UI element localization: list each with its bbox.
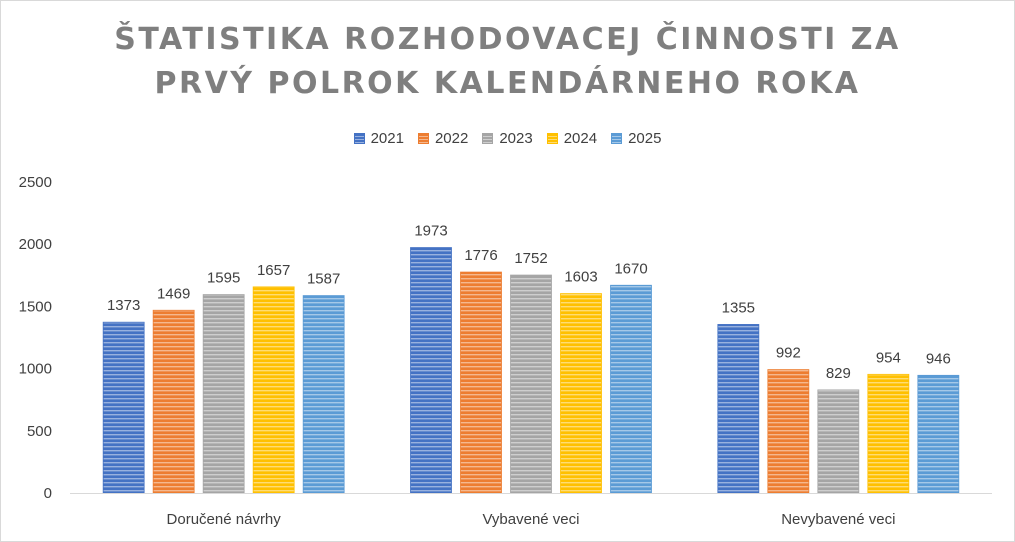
data-label: 954 bbox=[876, 349, 901, 366]
data-label: 829 bbox=[826, 365, 851, 382]
bar-2021 bbox=[717, 324, 760, 494]
chart-legend: 2021 2022 2023 2024 2025 bbox=[0, 130, 1015, 147]
data-label: 1587 bbox=[307, 271, 340, 288]
chart-title: ŠTATISTIKA ROZHODOVACEJ ČINNOSTI ZA PRVÝ… bbox=[0, 18, 1015, 106]
y-tick-label: 2000 bbox=[19, 236, 52, 253]
legend-swatch bbox=[611, 133, 623, 144]
legend-swatch bbox=[353, 133, 365, 144]
legend-item-2025: 2025 bbox=[611, 130, 661, 147]
data-label: 1603 bbox=[564, 269, 597, 286]
data-label: 1670 bbox=[614, 260, 647, 277]
legend-item-2023: 2023 bbox=[482, 130, 533, 147]
data-label: 1752 bbox=[514, 250, 547, 267]
chart-title-line-1: ŠTATISTIKA ROZHODOVACEJ ČINNOSTI ZA bbox=[114, 22, 901, 57]
bar-2021 bbox=[102, 321, 145, 494]
bar-2024 bbox=[252, 286, 295, 494]
y-tick-label: 0 bbox=[44, 485, 52, 502]
legend-swatch bbox=[417, 133, 429, 144]
y-axis: 0 500 1000 1500 2000 2500 bbox=[19, 174, 52, 502]
y-tick-label: 500 bbox=[27, 423, 52, 440]
bar-2023 bbox=[202, 294, 245, 494]
bar-2022 bbox=[767, 369, 810, 494]
bar-2022 bbox=[152, 309, 195, 494]
data-label: 1595 bbox=[207, 270, 240, 287]
data-label: 1657 bbox=[257, 262, 290, 279]
data-label: 992 bbox=[776, 345, 801, 362]
bar-2023 bbox=[510, 274, 552, 494]
bar-2025 bbox=[917, 374, 960, 494]
bar-2023 bbox=[817, 389, 860, 494]
legend-label: 2021 bbox=[370, 130, 404, 147]
legend-item-2022: 2022 bbox=[417, 130, 469, 147]
x-axis: Doručené návrhy Vybavené veci Nevybavené v… bbox=[70, 493, 992, 528]
bar-2022 bbox=[460, 271, 502, 494]
legend-label: 2022 bbox=[434, 130, 469, 147]
chart-title-line-2: PRVÝ POLROK KALENDÁRNEHO ROKA bbox=[154, 66, 861, 101]
legend-item-2021: 2021 bbox=[353, 130, 404, 147]
bar-2024 bbox=[867, 373, 910, 494]
data-label: 1776 bbox=[464, 247, 497, 264]
legend-item-2024: 2024 bbox=[546, 130, 598, 147]
legend-swatch bbox=[482, 133, 494, 144]
data-label: 1469 bbox=[157, 285, 190, 302]
y-tick-label: 1500 bbox=[19, 298, 52, 315]
legend-label: 2025 bbox=[628, 130, 662, 147]
bar-2021 bbox=[410, 247, 452, 494]
bar-2025 bbox=[302, 295, 345, 494]
legend-swatch bbox=[546, 133, 558, 144]
x-category-label: Vybavené veci bbox=[482, 511, 579, 528]
bars: 1373 1469 1595 1657 1587 1973 1776 1752 1603 1670… bbox=[102, 223, 960, 494]
x-category-label: Doručené návrhy bbox=[167, 511, 282, 528]
data-label: 1373 bbox=[107, 297, 140, 314]
data-label: 1355 bbox=[722, 299, 755, 316]
bar-2024 bbox=[560, 293, 602, 494]
data-label: 946 bbox=[926, 350, 951, 367]
legend-label: 2024 bbox=[563, 130, 598, 147]
bar-2025 bbox=[610, 284, 652, 494]
y-tick-label: 2500 bbox=[19, 174, 52, 191]
x-category-label: Nevybavené veci bbox=[781, 511, 895, 528]
y-tick-label: 1000 bbox=[19, 361, 52, 378]
data-label: 1973 bbox=[414, 223, 447, 240]
legend-label: 2023 bbox=[499, 130, 533, 147]
